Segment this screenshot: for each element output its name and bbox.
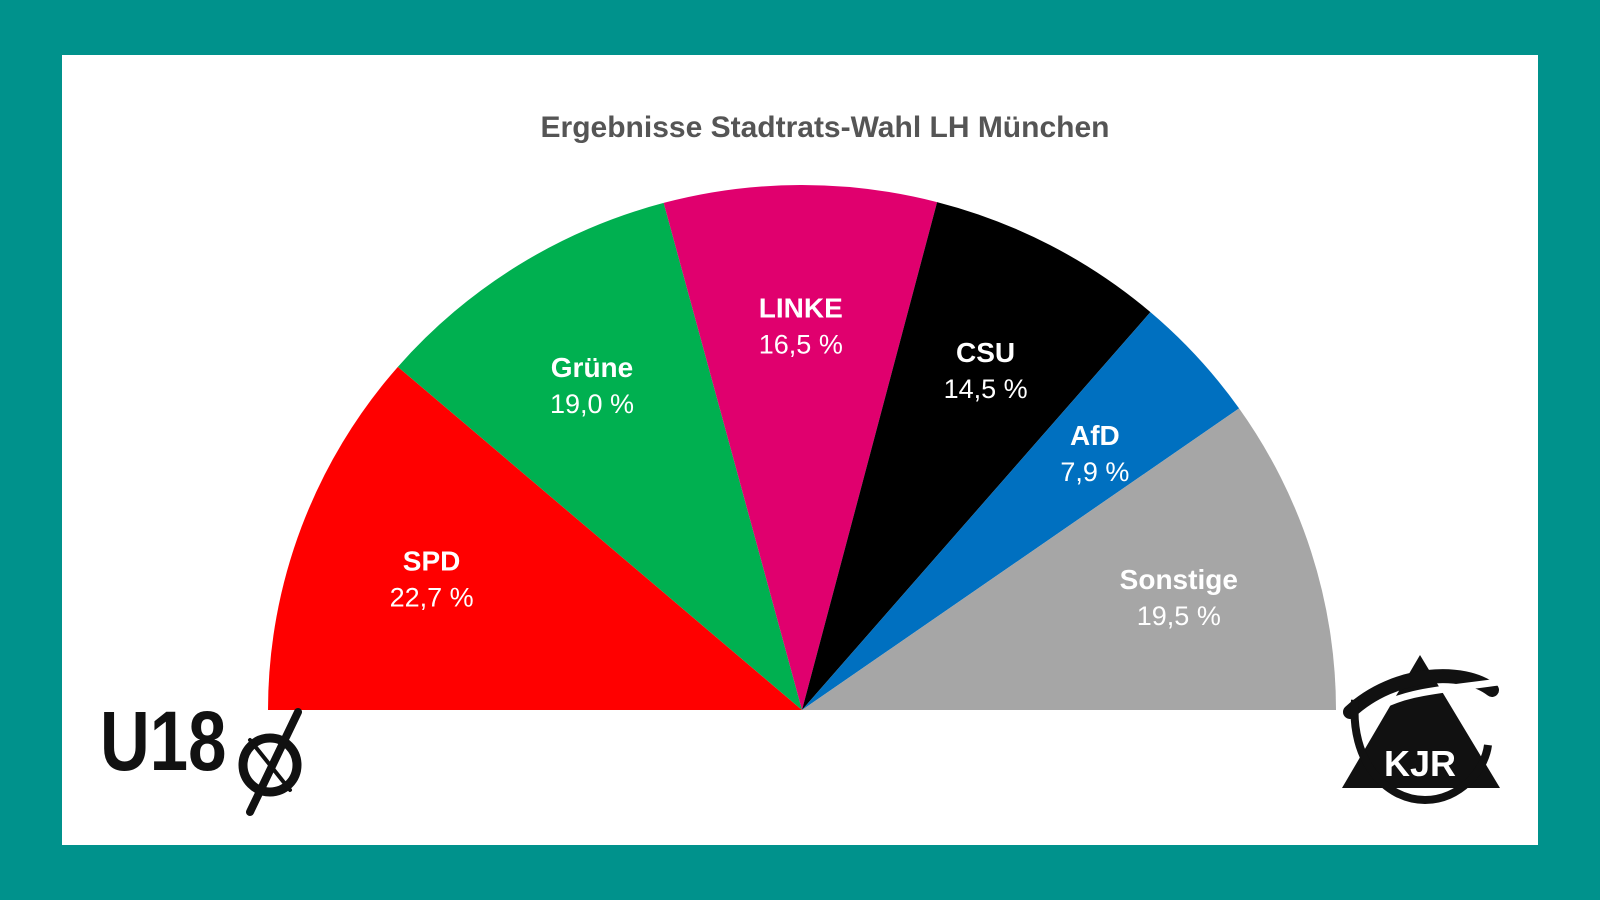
label-linke-name: LINKE [759,293,843,324]
label-spd-name: SPD [403,546,461,577]
label-csu-name: CSU [956,337,1015,368]
label-grüne-value: 19,0 % [550,389,634,419]
label-linke-value: 16,5 % [759,330,843,360]
label-spd-value: 22,7 % [390,583,474,613]
slice-linke [663,184,938,710]
label-sonstige-name: Sonstige [1120,564,1238,595]
label-afd-value: 7,9 % [1060,457,1129,487]
kjr-triangle-icon [1342,655,1500,788]
label-csu-value: 14,5 % [944,374,1028,404]
label-afd-name: AfD [1070,420,1120,451]
slices-group [268,184,1337,711]
ballot-cross-icon [238,708,302,816]
u18-logo: U18 [100,695,302,816]
chart-title: Ergebnisse Stadtrats-Wahl LH München [541,111,1110,144]
slice-afd [802,312,1240,710]
slice-csu [802,202,1151,710]
kjr-logo: KJR [1342,655,1529,805]
u18-logo-text: U18 [100,695,226,789]
kjr-logo-text: KJR [1384,743,1456,784]
slice-spd [268,366,802,710]
label-grüne-name: Grüne [551,352,633,383]
slice-sonstige [802,408,1337,710]
label-sonstige-value: 19,5 % [1137,601,1221,631]
slice-grüne [397,202,802,711]
labels-group: SPD 22,7 % Grüne 19,0 % LINKE 16,5 % CSU 14,5 %… [390,293,1238,632]
